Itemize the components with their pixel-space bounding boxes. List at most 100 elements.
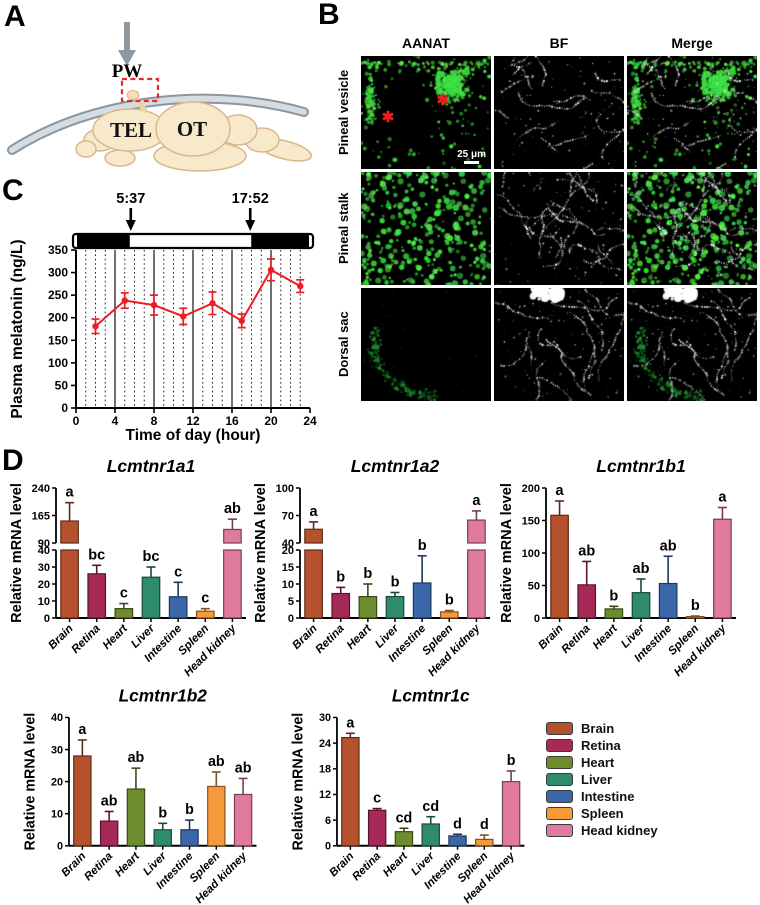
legend-label: Brain	[581, 721, 615, 736]
svg-text:300: 300	[48, 266, 68, 280]
pointer-arrow-head-icon	[118, 50, 136, 66]
melatonin-y-axis-label: Plasma melatonin (ng/L)	[9, 239, 26, 418]
legend-label: Head kidney	[581, 823, 658, 838]
svg-text:30: 30	[51, 744, 63, 756]
legend-label: Intestine	[581, 789, 635, 804]
category-label: Retina	[82, 850, 115, 883]
significance-letter: cd	[422, 799, 439, 815]
plasma-melatonin-chart: 0 50 100 150 200 250 300 350 0 4 8 12 16 20 24 5:37 17:5…	[9, 191, 317, 444]
legend-swatch-icon	[546, 824, 573, 837]
svg-text:0: 0	[73, 414, 80, 428]
asterisk-marker-icon: ✱	[436, 92, 449, 110]
y-axis-label: Relative mRNA level	[9, 483, 25, 623]
svg-text:20: 20	[282, 545, 294, 557]
significance-letter: a	[718, 490, 727, 506]
significance-letter: c	[174, 564, 182, 580]
significance-letter: b	[507, 753, 516, 769]
svg-text:15: 15	[282, 562, 294, 574]
row-label-pineal-vesicle: Pineal vesicle	[336, 69, 351, 156]
svg-text:12: 12	[319, 789, 331, 801]
category-label: Heart	[591, 622, 621, 652]
telencephalon-label: TEL	[110, 118, 152, 142]
micrograph-pineal-stalk-merge	[627, 172, 757, 285]
row-label-dorsal-sac: Dorsal sac	[336, 311, 351, 378]
significance-letter: b	[691, 598, 700, 614]
scale-bar-label: 25 μm	[457, 149, 486, 160]
column-header-aanat: AANAT	[402, 35, 450, 51]
svg-text:0: 0	[61, 401, 68, 415]
svg-text:150: 150	[48, 333, 68, 347]
svg-text:40: 40	[51, 712, 63, 724]
column-header-bf: BF	[549, 35, 569, 51]
chart-title: Lcmtnr1a2	[351, 456, 440, 476]
panel-c-label: C	[2, 174, 24, 207]
significance-letter: ab	[578, 543, 595, 559]
significance-letter: b	[336, 569, 345, 585]
svg-text:165: 165	[32, 510, 50, 522]
legend-item-intestine: Intestine	[546, 788, 658, 805]
melatonin-x-axis-label: Time of day (hour)	[126, 427, 261, 444]
asterisk-marker-icon: ✱	[381, 109, 395, 127]
svg-text:90: 90	[38, 538, 50, 550]
significance-letter: d	[453, 816, 462, 832]
panel-d-label: D	[2, 444, 24, 477]
svg-text:30: 30	[319, 712, 331, 724]
svg-text:10: 10	[282, 579, 294, 591]
svg-text:70: 70	[282, 510, 294, 522]
svg-text:250: 250	[48, 288, 68, 302]
skull-band	[9, 95, 307, 153]
significance-letter: b	[418, 538, 427, 554]
significance-letter: a	[66, 485, 75, 501]
svg-text:100: 100	[276, 483, 294, 495]
pineal-window-label: PW	[112, 61, 143, 82]
svg-text:6: 6	[325, 815, 331, 827]
column-header-merge: Merge	[671, 35, 713, 51]
legend-swatch-icon	[546, 739, 573, 752]
significance-letter: d	[480, 817, 489, 833]
svg-text:100: 100	[522, 548, 540, 560]
panel-a-brain-diagram: PW TEL OT	[7, 22, 312, 172]
category-label: Retina	[313, 622, 347, 656]
bar-chart-lcmtnr1b1: Lcmtnr1b1 Relative mRNA level 0 50 100 150 200…	[499, 456, 736, 678]
legend-swatch-icon	[546, 790, 573, 803]
significance-letter: b	[609, 588, 618, 604]
significance-letter: a	[78, 722, 87, 738]
significance-letter: b	[391, 575, 400, 591]
significance-letter: ab	[224, 501, 241, 517]
y-axis-label: Relative mRNA level	[22, 713, 38, 851]
brain-body	[75, 101, 312, 172]
category-label: Heart	[345, 622, 375, 652]
significance-letter: ab	[660, 538, 677, 554]
significance-letter: ab	[128, 750, 145, 766]
svg-text:50: 50	[55, 378, 69, 392]
legend-swatch-icon	[546, 722, 573, 735]
svg-text:350: 350	[48, 243, 68, 257]
legend-label: Heart	[581, 755, 615, 770]
significance-letter: bc	[88, 547, 105, 563]
micrograph-dorsal-sac-merge	[627, 288, 757, 401]
y-axis-label: Relative mRNA level	[290, 713, 306, 851]
significance-letter: ab	[208, 754, 225, 770]
significance-letter: ab	[101, 794, 118, 810]
svg-text:20: 20	[51, 776, 63, 788]
significance-letter: ab	[633, 561, 650, 577]
chart-title: Lcmtnr1a1	[107, 456, 196, 476]
significance-letter: bc	[143, 549, 160, 565]
svg-text:10: 10	[51, 808, 63, 820]
tissue-legend: Brain Retina Heart Liver Intestine Spleen Head…	[546, 720, 658, 839]
svg-text:200: 200	[48, 311, 68, 325]
chart-title: Lcmtnr1b1	[596, 456, 685, 476]
micrograph-grid: AANAT BF Merge Pineal vesicle ✱ ✱ 25 μm Pineal …	[336, 34, 757, 401]
svg-text:40: 40	[38, 545, 50, 557]
photoperiod-time-label: 17:52	[232, 191, 269, 207]
svg-text:30: 30	[38, 562, 50, 574]
micrograph-dorsal-sac-aanat	[361, 288, 491, 401]
legend-swatch-icon	[546, 807, 573, 820]
significance-letter: c	[201, 591, 209, 607]
chart-title: Lcmtnr1c	[392, 686, 470, 706]
pineal-vesicle-bump	[126, 90, 140, 100]
svg-text:200: 200	[522, 483, 540, 495]
significance-letter: b	[158, 805, 167, 821]
svg-text:24: 24	[303, 414, 317, 428]
